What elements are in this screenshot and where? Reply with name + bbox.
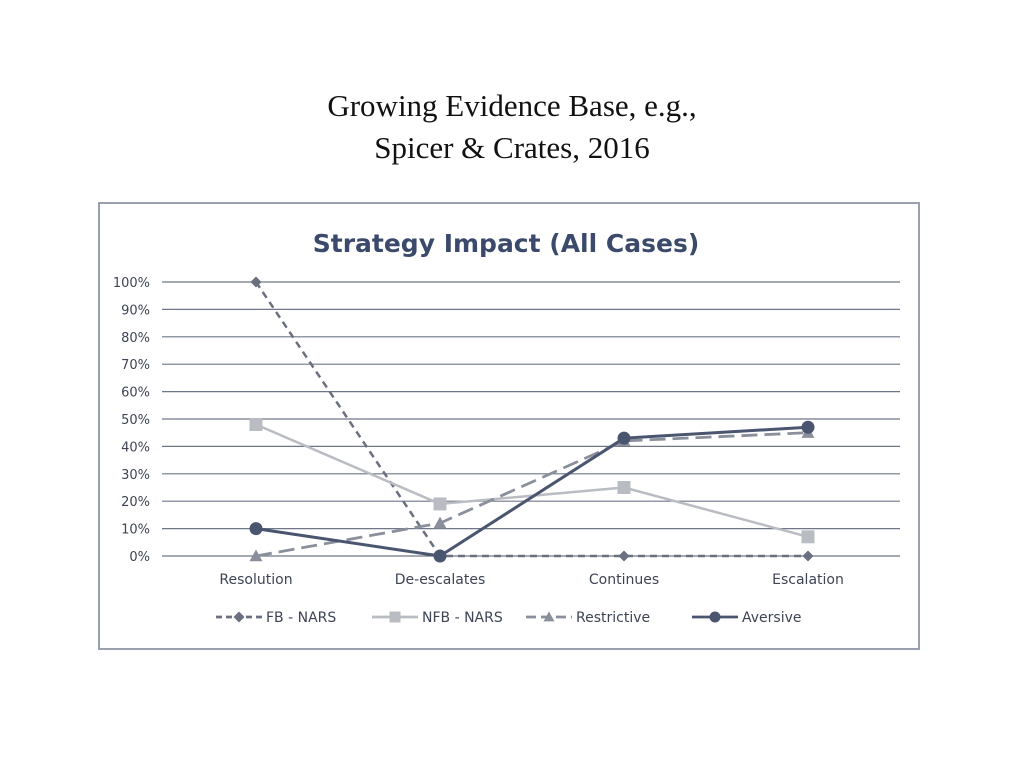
y-tick-label: 30% <box>121 468 150 483</box>
y-tick-label: 80% <box>121 331 150 346</box>
y-tick-label: 40% <box>121 440 150 455</box>
y-tick-label: 50% <box>121 413 150 428</box>
series-line <box>255 425 809 558</box>
x-category-label: Resolution <box>219 572 292 588</box>
legend-item: Restrictive <box>526 610 650 626</box>
slide-title-line-2: Spicer & Crates, 2016 <box>374 130 650 165</box>
series-line <box>255 431 809 558</box>
diamond-marker <box>250 276 262 288</box>
series-lines <box>254 281 809 558</box>
circle-marker <box>249 522 263 536</box>
circle-marker <box>433 549 447 563</box>
chart-title: Strategy Impact (All Cases) <box>313 229 700 258</box>
legend-label: Restrictive <box>576 610 650 626</box>
diamond-marker <box>618 550 630 562</box>
legend-label: NFB - NARS <box>422 610 503 626</box>
y-tick-label: 60% <box>121 386 150 401</box>
square-marker <box>801 530 815 544</box>
x-category-label: Escalation <box>772 572 844 588</box>
circle-marker <box>801 420 815 434</box>
diamond-marker <box>233 611 245 623</box>
square-marker <box>249 417 263 431</box>
y-tick-label: 90% <box>121 303 150 318</box>
y-tick-label: 0% <box>129 550 150 565</box>
line-chart: Strategy Impact (All Cases) 0% 10% 20% 30% 4… <box>113 229 900 626</box>
legend-item: NFB - NARS <box>372 610 503 626</box>
square-marker <box>389 611 401 623</box>
gridlines <box>162 281 900 557</box>
chart-frame: Strategy Impact (All Cases) 0% 10% 20% 30% 4… <box>98 202 920 650</box>
triangle-marker <box>433 516 447 529</box>
y-tick-label: 20% <box>121 495 150 510</box>
legend-label: FB - NARS <box>266 610 336 626</box>
legend-item: FB - NARS <box>216 610 336 626</box>
x-category-label: Continues <box>589 572 659 588</box>
circle-marker <box>709 611 721 623</box>
diamond-marker <box>802 550 814 562</box>
y-axis-ticks: 0% 10% 20% 30% 40% 50% 60% 70% 80% 90% 100% <box>113 276 150 565</box>
legend-label: Aversive <box>742 610 802 626</box>
y-tick-label: 10% <box>121 523 150 538</box>
legend-item: Aversive <box>692 610 802 626</box>
legend: FB - NARS NFB - NARS Restrictive Aversive <box>216 610 802 626</box>
series-markers <box>249 276 815 563</box>
y-tick-label: 70% <box>121 358 150 373</box>
square-marker <box>433 497 447 511</box>
y-tick-label: 100% <box>113 276 150 291</box>
series-line <box>254 281 808 558</box>
square-marker <box>617 481 631 494</box>
x-category-label: De-escalates <box>395 572 486 588</box>
circle-marker <box>617 431 631 445</box>
triangle-marker <box>249 549 263 562</box>
triangle-marker <box>543 611 555 622</box>
x-axis-categories: Resolution De-escalates Continues Escalatio… <box>219 572 843 588</box>
slide-title-line-1: Growing Evidence Base, e.g., <box>327 88 697 123</box>
